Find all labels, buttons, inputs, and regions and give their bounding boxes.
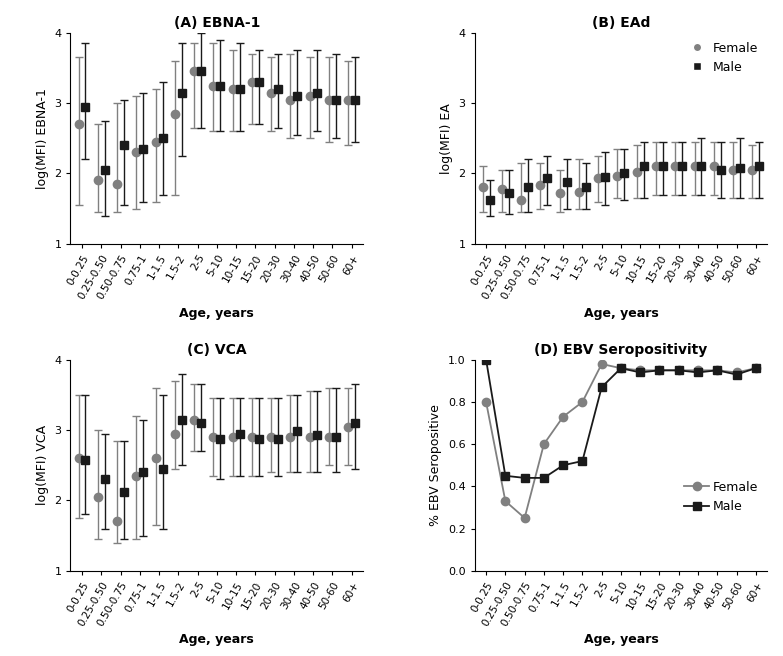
Male [500, 472, 510, 480]
Female [539, 440, 549, 448]
Female [482, 398, 491, 406]
Line: Male: Male [482, 356, 760, 482]
Female [693, 367, 702, 375]
Female [713, 367, 722, 375]
Female [655, 367, 664, 375]
Female [751, 364, 760, 372]
Male [636, 369, 645, 377]
Legend: Female, Male: Female, Male [682, 39, 761, 76]
Y-axis label: log(MFI) EBNA-1: log(MFI) EBNA-1 [36, 88, 49, 189]
Legend: Female, Male: Female, Male [682, 478, 761, 516]
X-axis label: Age, years: Age, years [179, 306, 254, 319]
Female [500, 497, 510, 505]
X-axis label: Age, years: Age, years [583, 634, 659, 647]
Male [520, 474, 529, 482]
Female [636, 367, 645, 375]
Line: Female: Female [482, 360, 760, 522]
Male [616, 364, 626, 372]
Title: (C) VCA: (C) VCA [187, 343, 247, 358]
Female [597, 360, 606, 368]
Male [578, 457, 587, 465]
Male [674, 367, 684, 375]
Y-axis label: % EBV Seropositive: % EBV Seropositive [429, 404, 442, 526]
Title: (D) EBV Seropositivity: (D) EBV Seropositivity [534, 343, 708, 358]
Male [597, 383, 606, 391]
Female [674, 367, 684, 375]
Male [693, 369, 702, 377]
Y-axis label: log(MFI) VCA: log(MFI) VCA [36, 425, 49, 505]
Male [482, 356, 491, 363]
Male [539, 474, 549, 482]
X-axis label: Age, years: Age, years [179, 634, 254, 647]
Male [713, 367, 722, 375]
X-axis label: Age, years: Age, years [583, 306, 659, 319]
Y-axis label: log(MFI) EA: log(MFI) EA [440, 103, 453, 174]
Female [520, 514, 529, 522]
Male [751, 364, 760, 372]
Male [558, 461, 568, 469]
Female [558, 413, 568, 420]
Female [578, 398, 587, 406]
Male [655, 367, 664, 375]
Male [732, 371, 742, 379]
Female [732, 369, 742, 377]
Title: (A) EBNA-1: (A) EBNA-1 [174, 16, 260, 30]
Female [616, 364, 626, 372]
Title: (B) EAd: (B) EAd [592, 16, 650, 30]
